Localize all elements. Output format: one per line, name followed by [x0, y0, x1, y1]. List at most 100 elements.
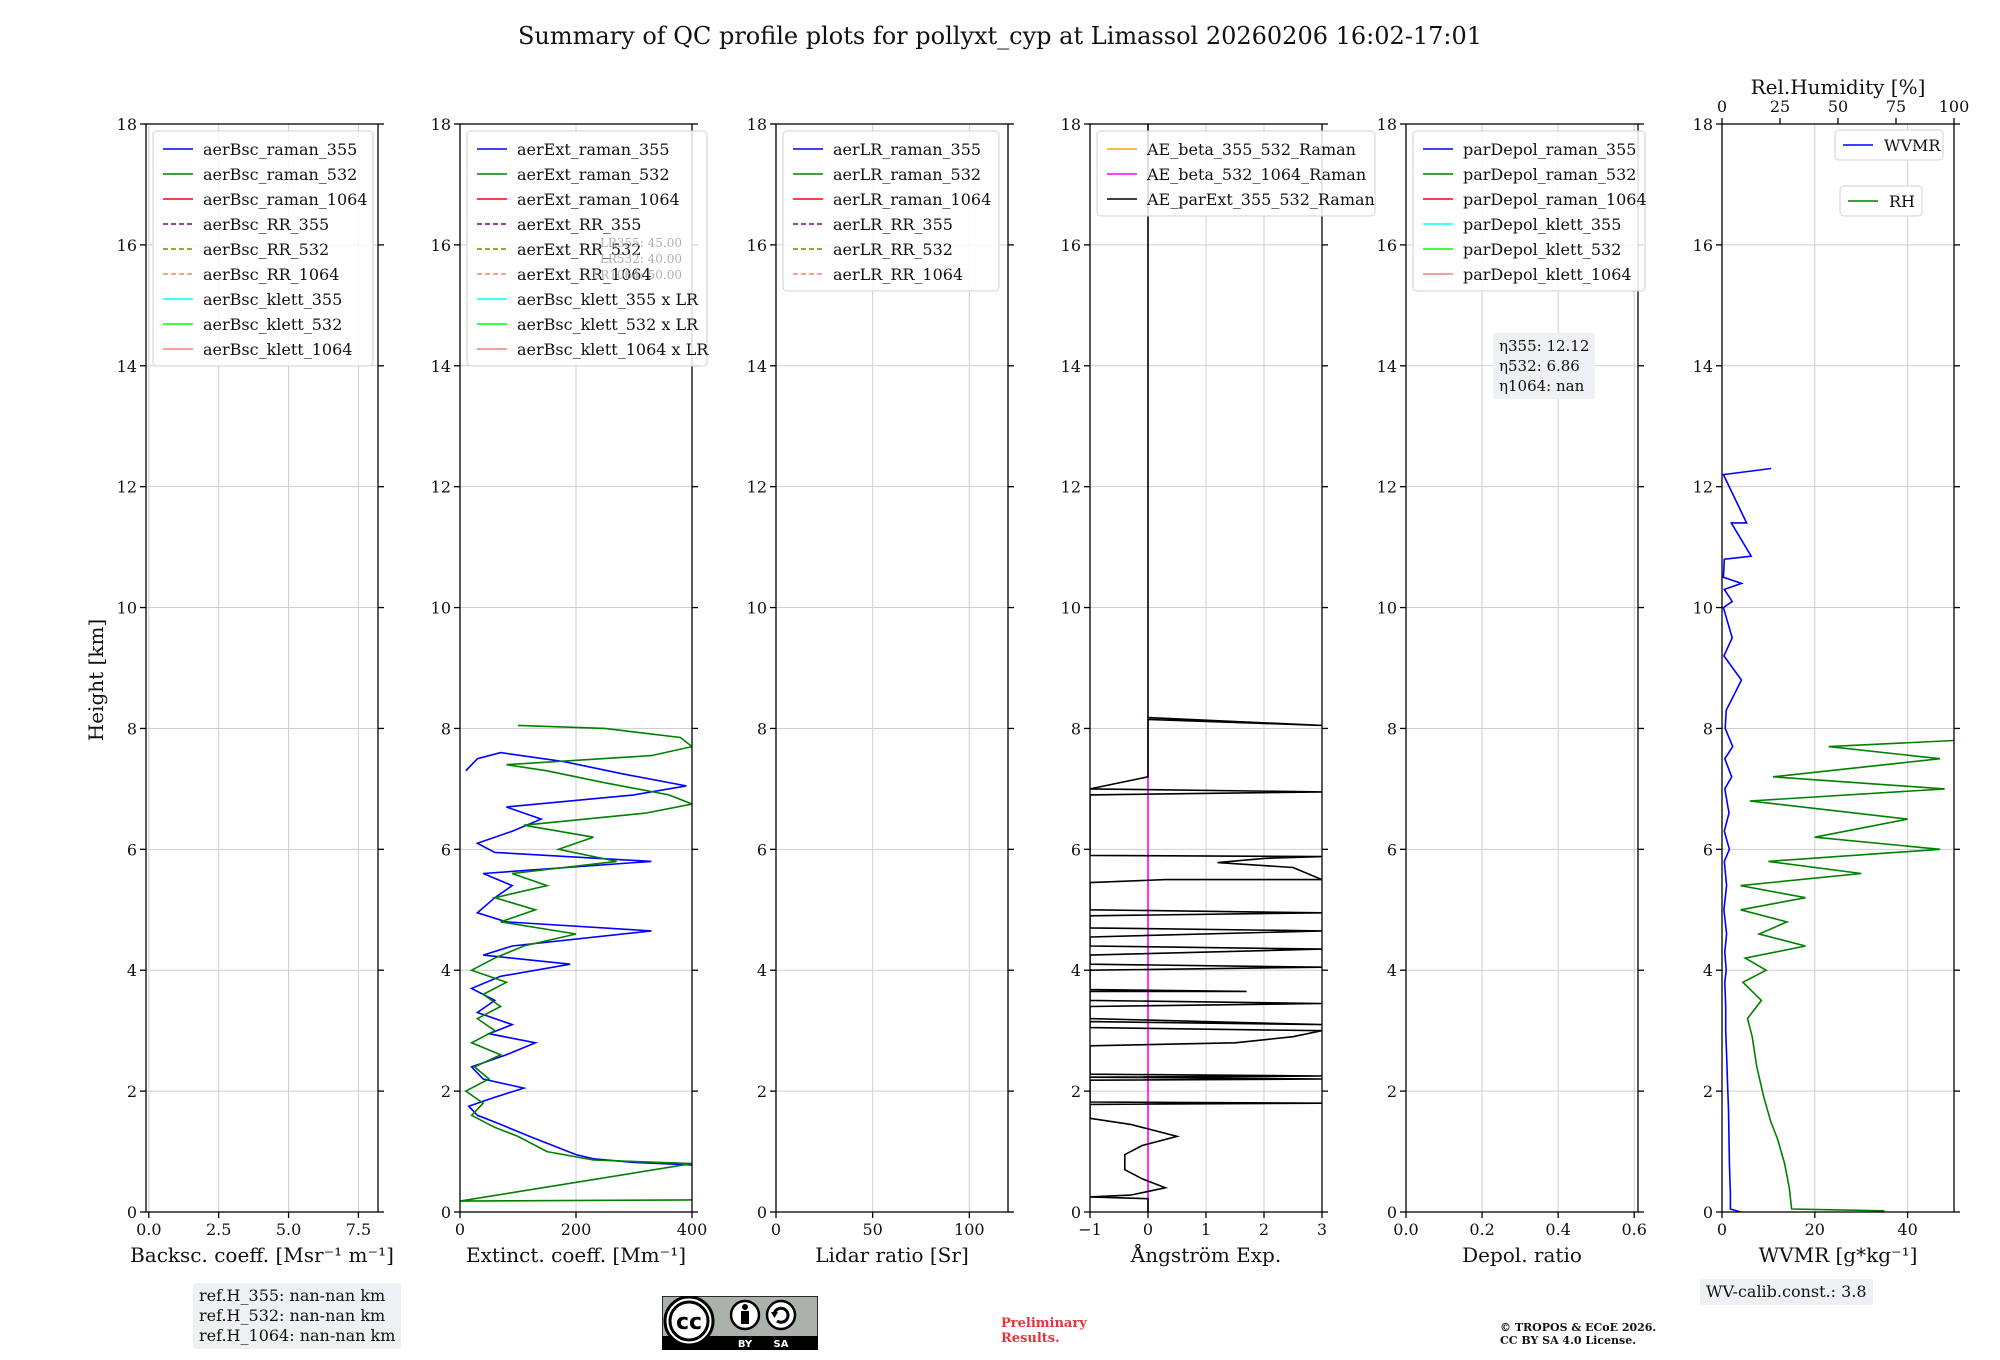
- ref-height-355: ref.H_355: nan-nan km: [199, 1286, 386, 1305]
- x2-tick-label: 100: [1939, 97, 1970, 116]
- legend-label: aerLR_RR_532: [833, 240, 953, 259]
- preliminary-note: Preliminary Results.: [1001, 1316, 1087, 1346]
- x-tick-label: 0: [455, 1220, 465, 1239]
- x-axis-label: Ångström Exp.: [1130, 1242, 1281, 1267]
- y-tick-label: 14: [1061, 357, 1081, 376]
- y-tick-label: 16: [1377, 236, 1397, 255]
- x-tick-label: 0.0: [136, 1220, 161, 1239]
- panel-1: 0 2 4 6 8 10 12 14 16 18 0.0 2.5 5.0 7.5 Backsc. coeff…: [117, 115, 394, 1267]
- y-tick-label: 14: [117, 357, 137, 376]
- legend-label: AE_parExt_355_532_Raman: [1146, 190, 1375, 209]
- legend-label: aerBsc_klett_355: [203, 290, 342, 309]
- x2-tick-label: 0: [1717, 97, 1727, 116]
- legend-label: parDepol_klett_532: [1463, 240, 1621, 259]
- legend-label: aerExt_RR_532: [517, 240, 641, 259]
- x-tick-label: −1: [1078, 1220, 1102, 1239]
- y-tick-label: 12: [1377, 478, 1397, 497]
- plot-frame: [1721, 123, 1955, 1213]
- x2-axis-label: Rel.Humidity [%]: [1751, 75, 1926, 99]
- y-tick-label: 4: [1071, 961, 1081, 980]
- eta-box: η355: 12.12 η532: 6.86 η1064: nan: [1493, 333, 1596, 399]
- y-tick-label: 12: [431, 478, 451, 497]
- y-tick-label: 8: [1071, 719, 1081, 738]
- y-tick-label: 8: [441, 719, 451, 738]
- y-tick-label: 12: [117, 478, 137, 497]
- y-tick-label: 0: [127, 1203, 137, 1222]
- y-tick-label: 2: [757, 1082, 767, 1101]
- y-tick-label: 18: [117, 115, 137, 134]
- copyright-line-1: © TROPOS & ECoE 2026.: [1500, 1321, 1657, 1334]
- legend-box: [466, 130, 708, 367]
- panel-3: 0 2 4 6 8 10 12 14 16 18 0 50 100 Lidar ratio [Sr] aer…: [747, 115, 1014, 1267]
- x-axis-label: Depol. ratio: [1462, 1243, 1582, 1267]
- legend-label: aerLR_raman_1064: [833, 190, 991, 209]
- legend-box: [1839, 185, 1923, 217]
- y-tick-label: 8: [1703, 719, 1713, 738]
- y-tick-label: 4: [441, 961, 451, 980]
- legend-box: [1096, 130, 1376, 217]
- series-AE_parExt_355_532_Raman: [1090, 124, 1322, 1212]
- y-tick-label: 0: [441, 1203, 451, 1222]
- x-tick-label: 20: [1805, 1220, 1825, 1239]
- x-tick-label: 0: [771, 1220, 781, 1239]
- legend-label: aerLR_RR_1064: [833, 265, 963, 284]
- cc-license-logo: cc BY SA: [662, 1296, 818, 1350]
- y-tick-label: 12: [747, 478, 767, 497]
- preliminary-line-1: Preliminary: [1001, 1316, 1087, 1331]
- x-tick-label: 0.6: [1621, 1220, 1646, 1239]
- legend-label: aerExt_raman_1064: [517, 190, 680, 209]
- series-WVMR: [1722, 467, 1772, 1212]
- y-tick-label: 2: [1387, 1082, 1397, 1101]
- legend-label: aerBsc_raman_1064: [203, 190, 368, 209]
- y-tick-label: 10: [117, 599, 137, 618]
- x2-tick-label: 25: [1770, 97, 1790, 116]
- ref-height-532: ref.H_532: nan-nan km: [199, 1306, 386, 1325]
- x-tick-label: 1: [1201, 1220, 1211, 1239]
- y-tick-label: 14: [1377, 357, 1397, 376]
- x-tick-label: 400: [677, 1220, 708, 1239]
- eta-355: η355: 12.12: [1499, 337, 1590, 355]
- x2-tick-label: 75: [1886, 97, 1906, 116]
- y-tick-label: 4: [127, 961, 137, 980]
- x-tick-label: 2: [1259, 1220, 1269, 1239]
- legend-label: aerExt_raman_532: [517, 165, 670, 184]
- y-tick-label: 12: [1061, 478, 1081, 497]
- y-tick-label: 2: [127, 1082, 137, 1101]
- y-tick-label: 6: [1387, 840, 1397, 859]
- y-tick-label: 0: [1387, 1203, 1397, 1222]
- x-tick-label: 7.5: [346, 1220, 371, 1239]
- legend-box: [152, 130, 374, 367]
- x-tick-label: 0.0: [1393, 1220, 1418, 1239]
- legend-label: aerBsc_klett_355 x LR: [517, 290, 699, 309]
- x-tick-label: 5.0: [276, 1220, 301, 1239]
- panel-5: 0 2 4 6 8 10 12 14 16 18 0.0 0.2 0.4 0.6 Depol. ratio p…: [1377, 115, 1647, 1267]
- y-tick-label: 18: [1693, 115, 1713, 134]
- plot-frame: [775, 123, 1009, 1213]
- eta-532: η532: 6.86: [1499, 357, 1580, 375]
- legend-label: aerBsc_klett_1064: [203, 340, 352, 359]
- lidar-ratio-note: LR355: 45.00: [600, 236, 682, 250]
- x-tick-label: 2.5: [206, 1220, 231, 1239]
- legend-label: aerExt_raman_355: [517, 140, 670, 159]
- ref-heights-box: ref.H_355: nan-nan km ref.H_532: nan-nan…: [193, 1283, 402, 1349]
- y-tick-label: 2: [1071, 1082, 1081, 1101]
- y-tick-label: 8: [127, 719, 137, 738]
- y-tick-label: 6: [1071, 840, 1081, 859]
- x-tick-label: 0: [1143, 1220, 1153, 1239]
- wv-calib-box: WV-calib.const.: 3.8: [1700, 1279, 1873, 1305]
- legend-label: aerBsc_klett_532: [203, 315, 342, 334]
- legend-label: AE_beta_355_532_Raman: [1146, 140, 1356, 159]
- sa-icon: [765, 1299, 797, 1331]
- lidar-ratio-note: LR532: 40.00: [600, 252, 682, 266]
- series-RH: [1740, 739, 1954, 1212]
- series-aerExt_raman_355: [465, 751, 692, 1166]
- figure-title: Summary of QC profile plots for pollyxt_…: [517, 22, 1483, 50]
- legend-label: aerBsc_RR_532: [203, 240, 329, 259]
- x-tick-label: 100: [954, 1220, 985, 1239]
- sa-text: SA: [774, 1339, 789, 1350]
- x-tick-label: 40: [1897, 1220, 1917, 1239]
